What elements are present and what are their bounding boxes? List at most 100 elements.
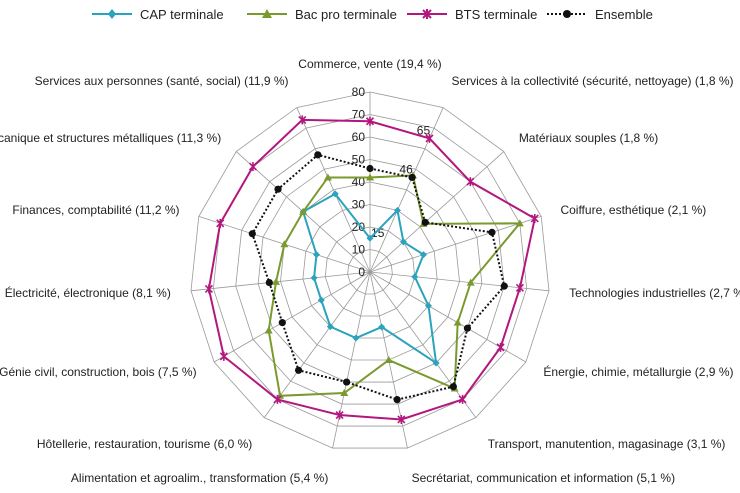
- legend-swatch-bts: [407, 9, 447, 19]
- series-line-2: [207, 118, 536, 421]
- series-3-point-1: [408, 173, 416, 182]
- legend-item-ensemble: Ensemble: [545, 4, 653, 24]
- category-label-2: Matériaux souples (1,8 %): [519, 131, 658, 145]
- category-label-7: Secrétariat, communication et informatio…: [412, 471, 675, 485]
- category-label-9: Hôtellerie, restauration, tourisme (6,0 …: [37, 437, 252, 451]
- series-1-point-8: [340, 389, 349, 397]
- radial-tick-30: 30: [352, 198, 366, 212]
- series-2-point-0: [365, 116, 375, 126]
- grid-spoke-2: [369, 151, 505, 273]
- annotation-0: 65: [417, 123, 431, 137]
- series-line-1: [267, 174, 522, 397]
- radial-tick-0: 0: [358, 265, 365, 279]
- series-2-point-10: [219, 351, 228, 361]
- series-2-point-8: [335, 410, 344, 420]
- series-1-point-3: [515, 219, 524, 227]
- legend-item-bts: BTS terminale: [405, 4, 537, 24]
- series-3-point-11: [265, 278, 273, 287]
- series-2-point-5: [496, 342, 505, 352]
- series-3-point-7: [393, 396, 401, 404]
- series-3-point-14: [314, 151, 322, 159]
- series-0-point-4: [411, 273, 419, 281]
- legend-label-bacpro: Bac pro terminale: [295, 6, 397, 22]
- series-3-point-10: [278, 319, 286, 327]
- grid-spoke-1: [369, 107, 444, 273]
- grid-ring-30: [302, 204, 438, 339]
- grid-spoke-14: [296, 107, 371, 273]
- series-0-point-5: [424, 302, 432, 310]
- series-1-point-0: [366, 173, 374, 181]
- series-2-point-6: [458, 394, 467, 404]
- series-3-point-9: [294, 366, 303, 374]
- series-2-point-3: [530, 213, 539, 223]
- series-2-point-2: [466, 177, 475, 187]
- series-1-point-5: [453, 318, 462, 326]
- series-0-point-2: [399, 238, 407, 246]
- series-2-point-1: [425, 133, 434, 143]
- grid-spoke-6: [369, 271, 477, 418]
- series-2-point-4: [515, 283, 524, 293]
- series-1-point-12: [280, 240, 289, 248]
- legend-swatch-cap: [92, 9, 132, 19]
- series-0-point-1: [393, 206, 401, 214]
- series-1-point-4: [466, 278, 475, 286]
- series-2-point-13: [248, 162, 258, 172]
- radial-tick-40: 40: [352, 175, 366, 189]
- radial-tick-10: 10: [352, 243, 366, 257]
- category-label-10: Génie civil, construction, bois (7,5 %): [0, 365, 197, 379]
- category-label-14: Services aux personnes (santé, social) (…: [35, 74, 289, 88]
- grid-spoke-9: [263, 271, 371, 418]
- radial-tick-50: 50: [352, 153, 366, 167]
- series-1-point-11: [272, 277, 281, 285]
- series-line-3: [251, 153, 506, 401]
- series-0-point-10: [317, 296, 325, 304]
- radial-tick-20: 20: [352, 220, 366, 234]
- category-label-5: Énergie, chimie, métallurgie (2,9 %): [543, 364, 733, 379]
- series-1-point-7: [384, 356, 393, 364]
- annotation-1: 46: [399, 162, 413, 176]
- series-0-point-9: [326, 323, 334, 331]
- grid-spoke-3: [369, 215, 542, 273]
- series-3-point-8: [343, 378, 351, 386]
- grid-ring-50: [257, 159, 483, 383]
- series-1-point-13: [299, 207, 308, 215]
- series-3-point-0: [366, 164, 374, 173]
- category-label-0: Commerce, vente (19,4 %): [298, 57, 441, 71]
- series-3-point-3: [488, 228, 496, 236]
- series-2-point-12: [216, 218, 225, 228]
- series-3-point-5: [463, 324, 472, 332]
- series-3-point-2: [421, 218, 429, 226]
- category-label-12: Finances, comptabilité (11,2 %): [12, 203, 179, 217]
- grid-ring-80: [190, 91, 550, 449]
- category-label-6: Transport, manutention, magasinage (3,1 …: [488, 437, 726, 451]
- series-line-0: [301, 192, 438, 366]
- legend-label-cap: CAP terminale: [140, 6, 224, 22]
- series-0-point-11: [310, 274, 318, 282]
- legend-item-cap: CAP terminale: [90, 4, 224, 24]
- series-2-point-7: [397, 414, 406, 424]
- annotation-2: 15: [371, 226, 385, 240]
- category-label-11: Électricité, électronique (8,1 %): [5, 285, 171, 300]
- category-label-4: Technologies industrielles (2,7 %): [569, 286, 740, 300]
- grid-ring-60: [235, 136, 505, 405]
- grid-ring-20: [324, 226, 416, 317]
- series-0-point-6: [432, 359, 440, 367]
- series-2-point-9: [273, 394, 282, 404]
- series-3-point-13: [274, 185, 282, 193]
- category-label-8: Alimentation et agroalim., transformatio…: [71, 471, 328, 485]
- series-1-point-14: [323, 173, 332, 181]
- series-3-point-6: [449, 383, 457, 391]
- radial-tick-60: 60: [352, 130, 366, 144]
- series-0-point-0: [366, 234, 374, 242]
- grid-spoke-11: [190, 271, 371, 292]
- series-0-point-14: [331, 190, 339, 198]
- series-3-point-12: [248, 230, 256, 238]
- category-label-3: Coiffure, esthétique (2,1 %): [560, 203, 706, 217]
- radial-tick-80: 80: [352, 85, 366, 99]
- legend-swatch-ensemble: [547, 10, 587, 18]
- series-1-point-10: [264, 326, 273, 334]
- series-2-point-14: [298, 115, 307, 125]
- radial-tick-70: 70: [352, 108, 366, 122]
- legend-label-bts: BTS terminale: [455, 6, 538, 22]
